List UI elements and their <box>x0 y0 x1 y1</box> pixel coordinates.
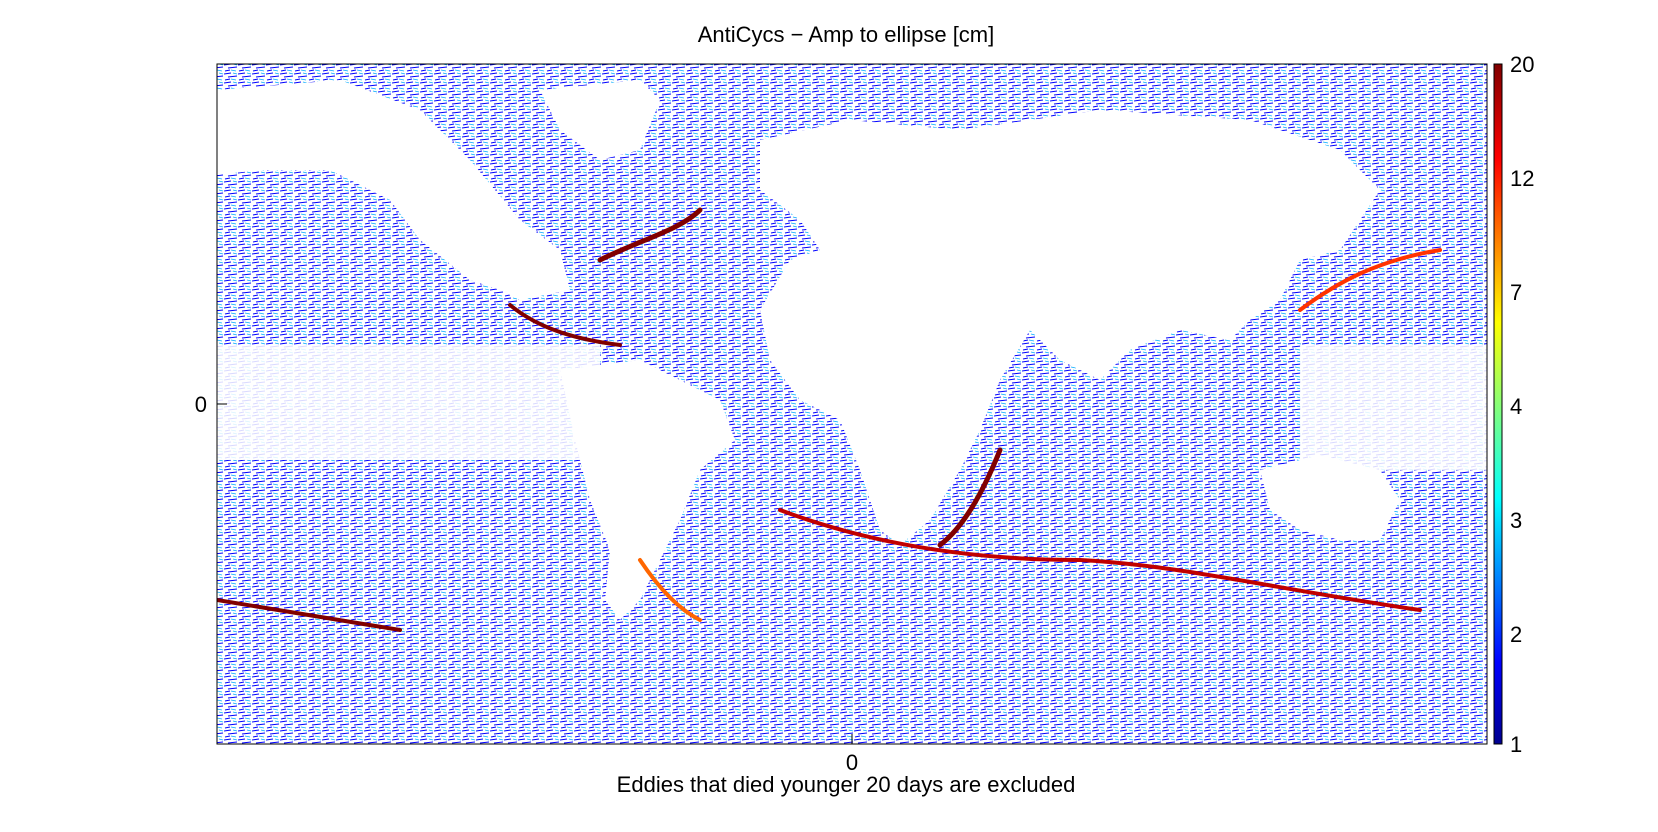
y-tick-label: 0 <box>195 392 207 417</box>
equatorial-gap-band <box>217 345 600 460</box>
colorbar-tick-2: 2 <box>1510 622 1522 647</box>
pacific-equatorial-band <box>1300 345 1487 470</box>
colorbar: 20 12 7 4 3 2 1 <box>1494 52 1534 757</box>
colorbar-tick-1: 1 <box>1510 732 1522 757</box>
chart-title: AntiCycs − Amp to ellipse [cm] <box>698 22 995 47</box>
colorbar-gradient <box>1494 64 1502 744</box>
colorbar-tick-4: 4 <box>1510 394 1522 419</box>
plot-area <box>217 64 1487 744</box>
colorbar-tick-20: 20 <box>1510 52 1534 77</box>
x-axis-label: Eddies that died younger 20 days are exc… <box>617 772 1076 797</box>
colorbar-tick-7: 7 <box>1510 280 1522 305</box>
colorbar-tick-12: 12 <box>1510 166 1534 191</box>
colorbar-tick-3: 3 <box>1510 508 1522 533</box>
